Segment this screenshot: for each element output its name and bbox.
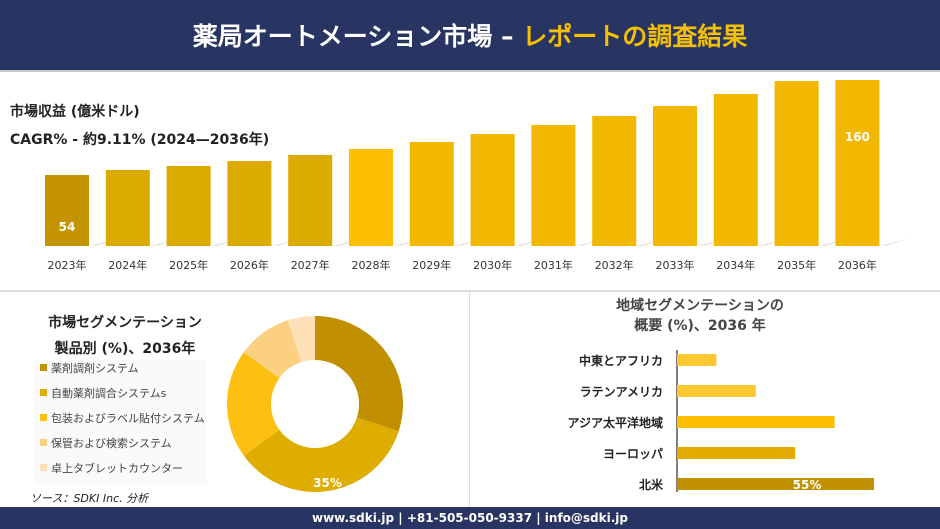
- legend-label: 薬剤調剤システム: [51, 362, 139, 375]
- legend-swatch: [40, 389, 47, 396]
- region-label: 北米: [639, 477, 664, 492]
- legend-label: 保管および検索システム: [51, 437, 172, 450]
- product-donut-chart: 35%: [227, 316, 403, 493]
- year-tick-label: 2035年: [777, 258, 816, 272]
- year-tick-label: 2027年: [291, 258, 330, 272]
- title-accent: レポートの調査結果: [522, 22, 748, 51]
- legend-swatch: [40, 364, 47, 371]
- bar-data-label: 54: [59, 220, 76, 234]
- revenue-bar: [45, 175, 89, 246]
- legend-label: 自動薬剤調合システムs: [51, 387, 167, 400]
- region-bar: [677, 447, 796, 459]
- revenue-bar: [105, 170, 150, 246]
- revenue-bar: [288, 155, 333, 246]
- legend-item: 自動薬剤調合システムs: [35, 385, 207, 410]
- footer-contact: www.sdki.jp | +81-505-050-9337 | info@sd…: [0, 507, 940, 529]
- legend-item: 薬剤調剤システム: [35, 360, 207, 385]
- donut-legend: 薬剤調剤システム自動薬剤調合システムs 包装およびラベル貼付システム 保管および検索…: [35, 360, 207, 485]
- segment-title-line2: 製品別 (%)、2036年: [54, 341, 196, 357]
- region-label: アジア太平洋地域: [567, 415, 663, 430]
- bar-shadow: [879, 238, 910, 246]
- bar-data-label: 160: [845, 130, 870, 144]
- slice-label: 35%: [313, 476, 342, 490]
- legend-item: 包装およびラベル貼付システム: [35, 410, 207, 435]
- year-tick-label: 2029年: [412, 258, 451, 272]
- region-bar: [677, 354, 717, 366]
- segment-title: 市場セグメンテーション 製品別 (%)、2036年: [20, 310, 230, 362]
- year-tick-label: 2033年: [656, 258, 695, 272]
- divider: [469, 292, 470, 507]
- year-tick-label: 2024年: [108, 258, 147, 272]
- year-tick-label: 2032年: [595, 258, 634, 272]
- region-title-line2: 概要 (%)、2036 年: [634, 318, 766, 334]
- donut-slice: [315, 316, 403, 432]
- region-label: 中東とアフリカ: [579, 353, 663, 368]
- revenue-bar: [227, 161, 272, 246]
- revenue-bar: [835, 80, 880, 246]
- region-label: ヨーロッパ: [603, 447, 663, 461]
- donut-slice: [227, 352, 280, 456]
- page-title: 薬局オートメーション市場 – レポートの調査結果: [193, 17, 747, 53]
- year-tick-label: 2023年: [48, 258, 87, 272]
- region-data-label: 55%: [793, 478, 822, 492]
- region-title-line1: 地域セグメンテーションの: [616, 298, 784, 314]
- donut-slice: [287, 316, 315, 363]
- revenue-bar: [653, 106, 697, 246]
- donut-slice: [243, 320, 302, 379]
- region-bar: [677, 416, 835, 428]
- year-tick-label: 2028年: [352, 258, 391, 272]
- region-bar: [677, 385, 756, 397]
- revenue-bar: [166, 166, 211, 246]
- revenue-bar: [349, 149, 393, 246]
- revenue-bar: [470, 134, 515, 246]
- legend-label: 包装およびラベル貼付システム: [51, 412, 205, 425]
- year-tick-label: 2030年: [473, 258, 512, 272]
- header-banner: 薬局オートメーション市場 – レポートの調査結果: [0, 0, 940, 72]
- legend-item: 保管および検索システム: [35, 435, 207, 460]
- revenue-bar-chart: 2023年 54 2024年 2025年 2026年 2027年 2028年 2029年 203…: [45, 80, 910, 272]
- legend-swatch: [40, 414, 47, 421]
- divider: [0, 290, 940, 292]
- year-tick-label: 2026年: [230, 258, 269, 272]
- cagr-subtitle: CAGR% - 約9.11% (2024—2036年): [10, 132, 270, 148]
- revenue-bar: [409, 142, 454, 246]
- region-title: 地域セグメンテーションの 概要 (%)、2036 年: [540, 296, 860, 336]
- revenue-bar: [531, 125, 576, 246]
- donut-slice: [243, 417, 399, 493]
- year-tick-label: 2031年: [534, 258, 573, 272]
- legend-swatch: [40, 464, 47, 471]
- segment-title-line1: 市場セグメンテーション: [48, 315, 202, 331]
- title-main: 薬局オートメーション市場 –: [192, 22, 514, 51]
- region-label: ラテンアメリカ: [580, 385, 663, 399]
- revenue-chart-title: 市場収益 (億米ドル): [10, 104, 140, 120]
- legend-swatch: [40, 439, 47, 446]
- revenue-bar: [774, 81, 819, 246]
- legend-item: 卓上タブレットカウンター: [35, 460, 207, 485]
- legend-label: 卓上タブレットカウンター: [51, 462, 183, 475]
- year-tick-label: 2025年: [169, 258, 208, 272]
- year-tick-label: 2034年: [716, 258, 755, 272]
- revenue-bar: [592, 116, 637, 246]
- year-tick-label: 2036年: [838, 258, 877, 272]
- source-note: ソース：SDKI Inc. 分析: [30, 492, 149, 505]
- region-bar: [677, 478, 874, 490]
- revenue-bar: [713, 94, 758, 246]
